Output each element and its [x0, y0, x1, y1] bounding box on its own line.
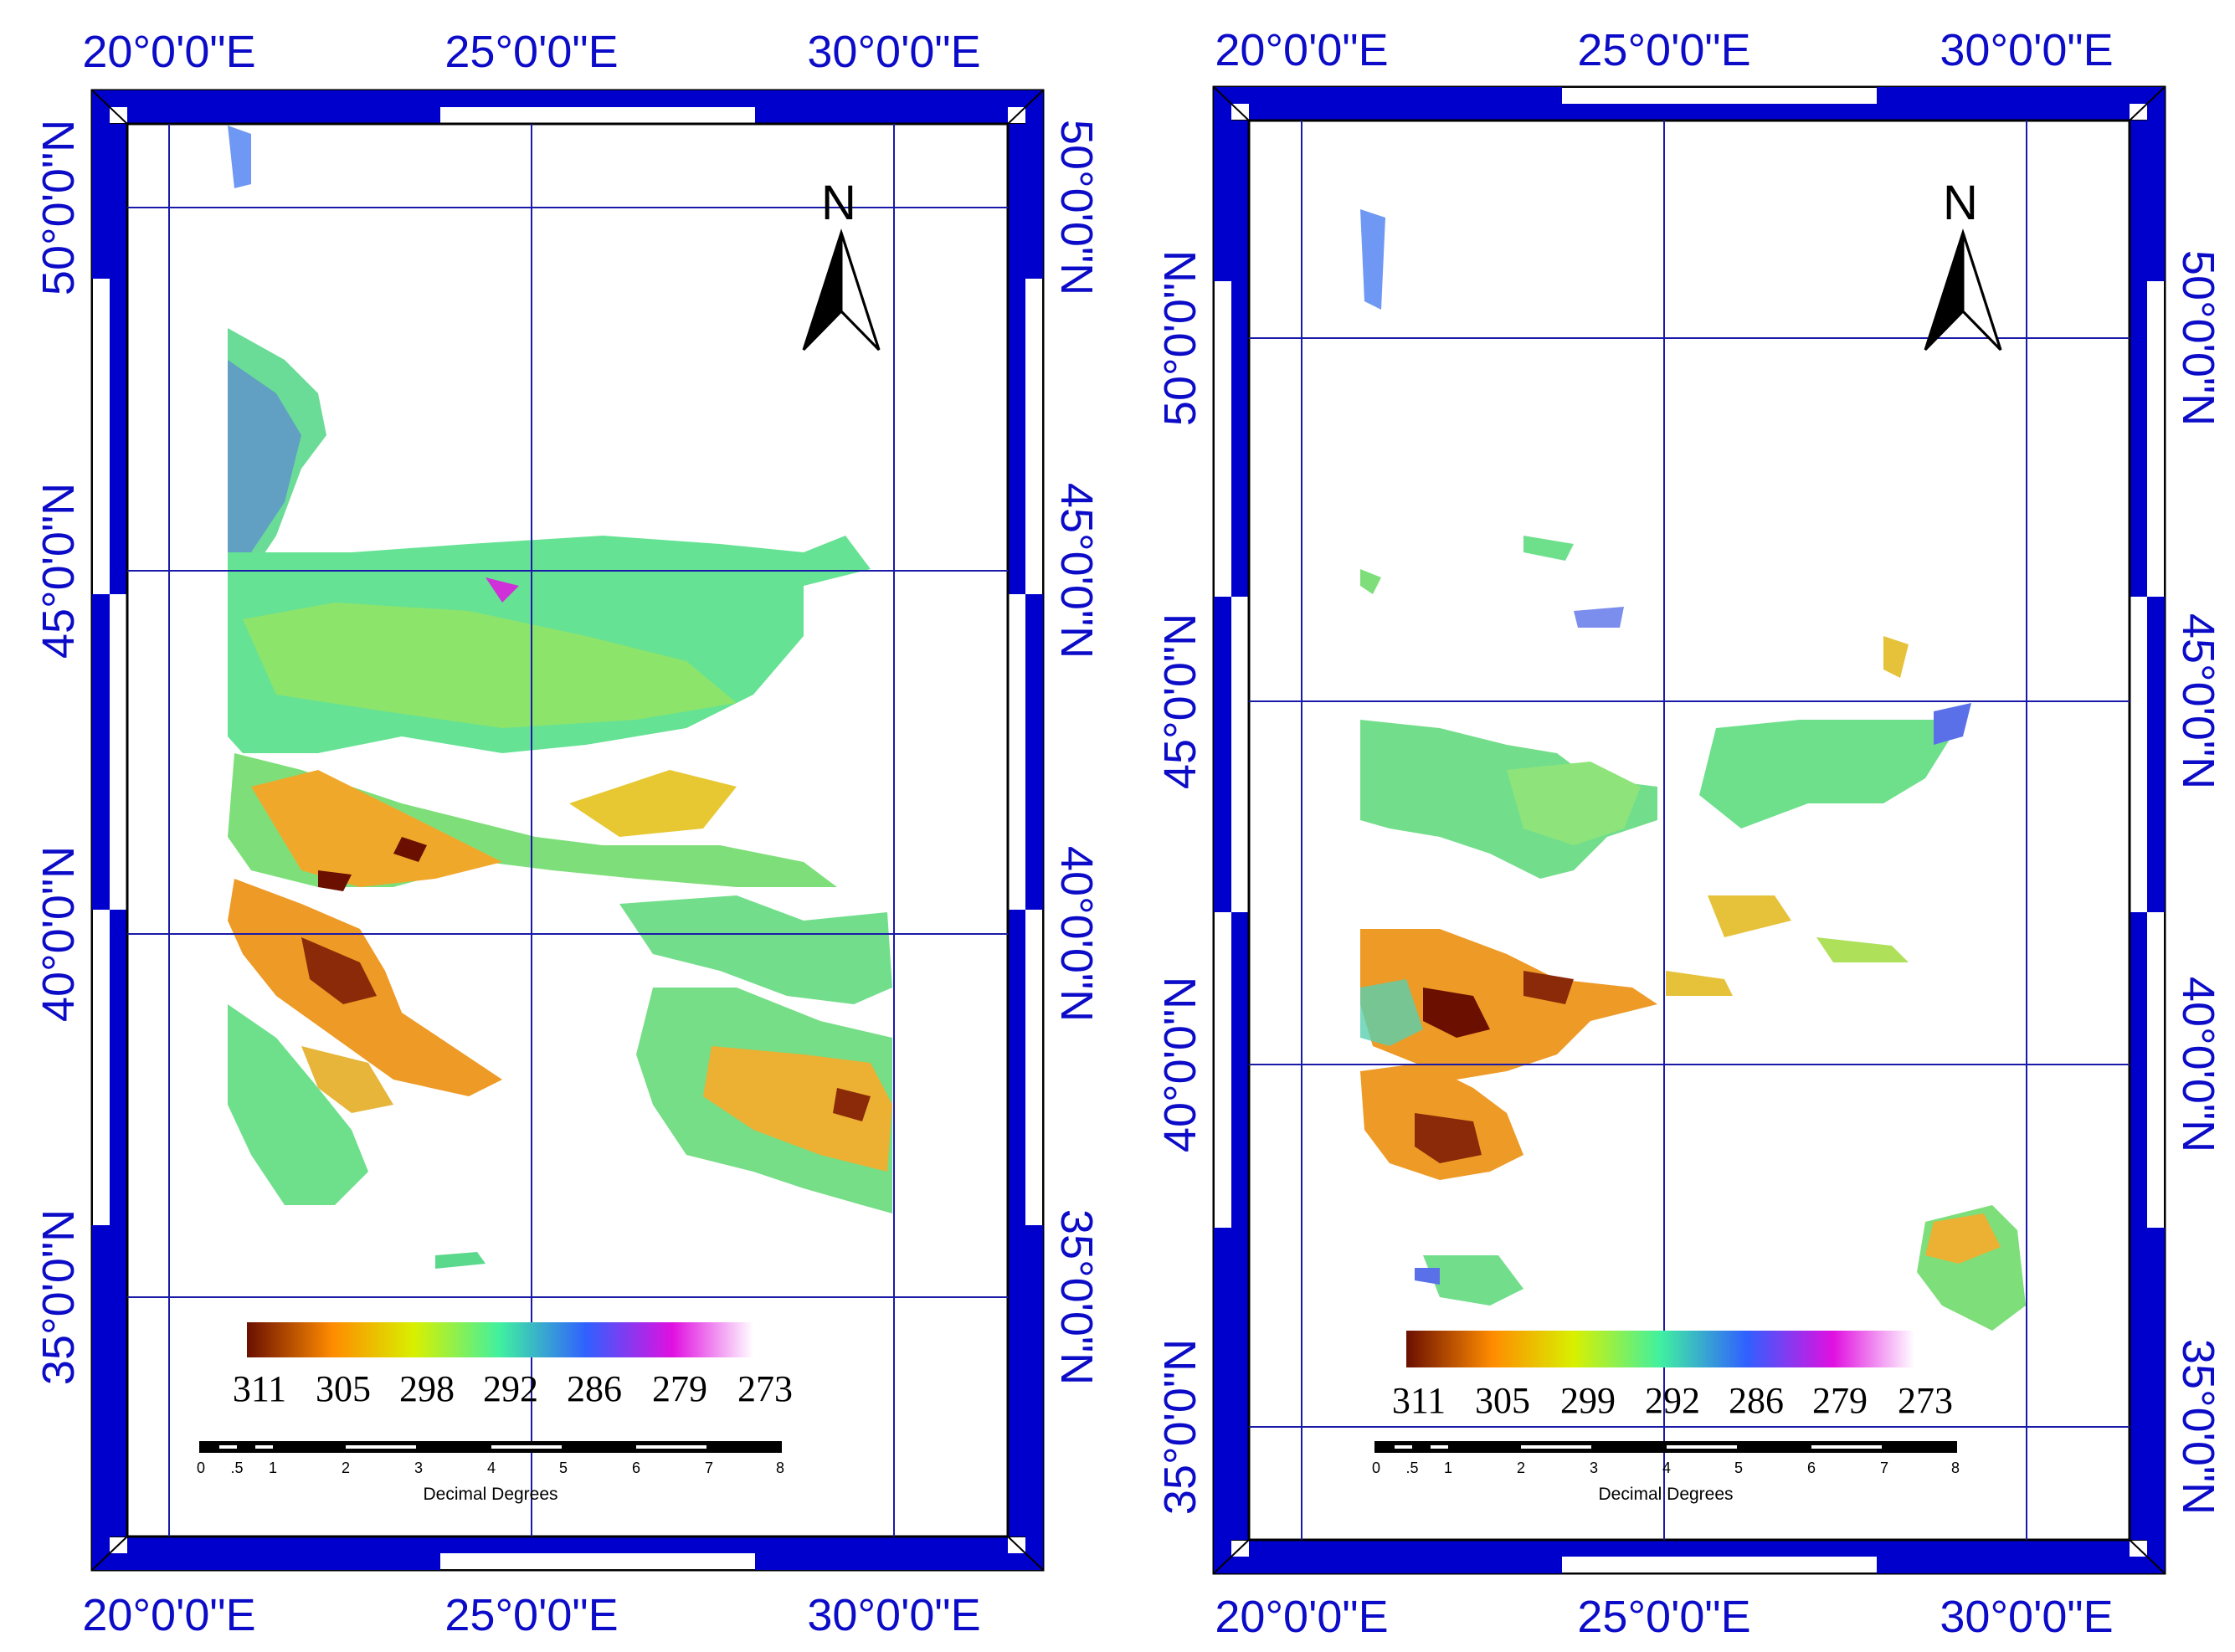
- bottom-lon-label: 20°0'0"E: [1215, 1592, 1388, 1642]
- svg-text:N: N: [1943, 176, 1978, 230]
- svg-text:3: 3: [1590, 1460, 1598, 1476]
- svg-text:5: 5: [1734, 1460, 1743, 1476]
- legend-tick: 286: [1729, 1380, 1784, 1421]
- legend-tick: 298: [399, 1368, 455, 1409]
- svg-text:5: 5: [559, 1460, 568, 1476]
- legend-tick: 273: [737, 1368, 793, 1409]
- right-lat-label: 35°0'0"N: [2173, 1339, 2223, 1515]
- bottom-lon-label: 25°0'0"E: [444, 1590, 618, 1640]
- legend: 311 305 299 292 286 279 273: [1392, 1331, 1953, 1421]
- right-lat-label: 40°0'0"N: [2173, 977, 2223, 1152]
- svg-text:7: 7: [1880, 1460, 1888, 1476]
- svg-text:1: 1: [269, 1460, 277, 1476]
- right-lat-label: 50°0'0"N: [2173, 250, 2223, 426]
- top-lon-label: 30°0'0"E: [807, 27, 980, 77]
- north-arrow-icon: N: [802, 176, 881, 351]
- legend-tick: 279: [652, 1368, 707, 1409]
- right-lat-label: 35°0'0"N: [1051, 1209, 1102, 1385]
- left-lat-label: 50°0'0"N: [1155, 250, 1205, 426]
- top-lon-label: 30°0'0"E: [1940, 25, 2113, 75]
- svg-text:4: 4: [487, 1460, 496, 1476]
- legend-tick: 292: [483, 1368, 538, 1409]
- legend-tick: 305: [1475, 1380, 1530, 1421]
- right-lat-label: 50°0'0"N: [1051, 120, 1102, 295]
- right-lat-label: 45°0'0"N: [1051, 483, 1102, 659]
- svg-text:2: 2: [1517, 1460, 1525, 1476]
- legend-tick: 299: [1560, 1380, 1616, 1421]
- svg-text:3: 3: [414, 1460, 423, 1476]
- graticule: [127, 124, 1008, 1537]
- legend-tick: 311: [1392, 1380, 1446, 1421]
- svg-text:1: 1: [1444, 1460, 1452, 1476]
- legend-tick: 279: [1812, 1380, 1868, 1421]
- legend-tick: 286: [567, 1368, 622, 1409]
- svg-text:7: 7: [705, 1460, 713, 1476]
- bottom-lon-label: 30°0'0"E: [1940, 1592, 2113, 1642]
- map-area: [1247, 119, 2131, 1542]
- graticule: [1249, 121, 2130, 1540]
- svg-text:.5: .5: [1405, 1460, 1418, 1476]
- svg-text:8: 8: [776, 1460, 784, 1476]
- svg-text:Decimal Degrees: Decimal Degrees: [1598, 1485, 1733, 1504]
- scale-bar: 0 .5 1 2 3 4 5 6 7 8 Decimal Degrees: [197, 1441, 784, 1504]
- svg-text:6: 6: [1807, 1460, 1816, 1476]
- bottom-lon-label: 30°0'0"E: [807, 1590, 980, 1640]
- left-lat-label: 40°0'0"N: [33, 846, 84, 1022]
- left-lat-label: 40°0'0"N: [1155, 977, 1205, 1152]
- svg-text:N: N: [821, 176, 856, 230]
- right-lat-label: 45°0'0"N: [2173, 613, 2223, 789]
- bottom-lon-label: 20°0'0"E: [82, 1590, 255, 1640]
- left-lat-label: 45°0'0"N: [33, 483, 84, 659]
- frame-border: [1213, 86, 2166, 1574]
- legend-tick: 273: [1898, 1380, 1953, 1421]
- map-left: N 311 305 298 292 286 279 273 0 .5 1: [33, 27, 1102, 1640]
- top-lon-label: 20°0'0"E: [82, 27, 255, 77]
- svg-text:2: 2: [342, 1460, 350, 1476]
- top-lon-label: 25°0'0"E: [1577, 25, 1750, 75]
- legend: 311 305 298 292 286 279 273: [233, 1322, 793, 1409]
- svg-text:0: 0: [197, 1460, 205, 1476]
- svg-text:6: 6: [632, 1460, 640, 1476]
- legend-tick: 292: [1645, 1380, 1700, 1421]
- left-lat-label: 45°0'0"N: [1155, 613, 1205, 789]
- top-lon-label: 25°0'0"E: [444, 27, 618, 77]
- svg-text:8: 8: [1951, 1460, 1960, 1476]
- left-lat-label: 50°0'0"N: [33, 120, 84, 295]
- svg-text:0: 0: [1372, 1460, 1380, 1476]
- left-lat-label: 35°0'0"N: [1155, 1339, 1205, 1515]
- svg-text:Decimal Degrees: Decimal Degrees: [423, 1485, 557, 1504]
- north-arrow-icon: N: [1924, 176, 2002, 351]
- lst-raster: [1360, 209, 2026, 1331]
- left-lat-label: 35°0'0"N: [33, 1209, 84, 1385]
- lst-raster: [228, 126, 892, 1269]
- colorbar: [1406, 1331, 1914, 1367]
- colorbar: [247, 1322, 753, 1357]
- svg-text:.5: .5: [230, 1460, 243, 1476]
- bottom-lon-label: 25°0'0"E: [1577, 1592, 1750, 1642]
- legend-tick: 311: [233, 1368, 286, 1409]
- legend-tick: 305: [316, 1368, 371, 1409]
- map-right: N 311 305 299 292 286 279 273 0 .5 1 2: [1155, 25, 2223, 1642]
- scale-bar: 0 .5 1 2 3 4 5 6 7 8 Decimal Degrees: [1372, 1441, 1960, 1504]
- svg-text:4: 4: [1662, 1460, 1671, 1476]
- right-lat-label: 40°0'0"N: [1051, 846, 1102, 1022]
- frame-border: [91, 90, 1044, 1571]
- top-lon-label: 20°0'0"E: [1215, 25, 1388, 75]
